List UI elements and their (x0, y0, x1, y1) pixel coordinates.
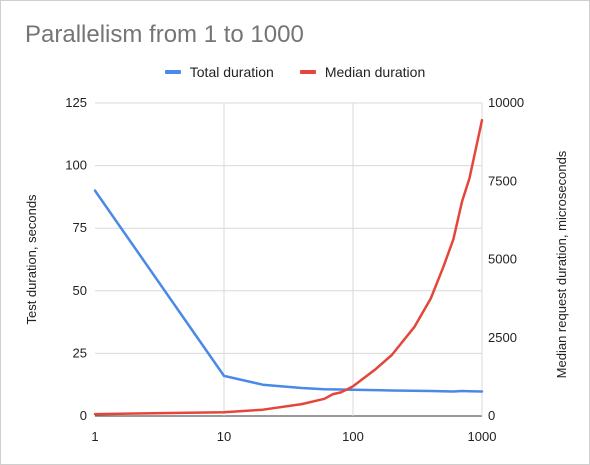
legend-swatch-total-duration (164, 70, 181, 74)
y-left-tick-label: 100 (65, 158, 87, 173)
legend-label-median-duration: Median duration (324, 64, 426, 80)
y-right-tick-label: 7500 (488, 173, 517, 188)
chart-title: Parallelism from 1 to 1000 (25, 21, 304, 48)
legend: Total duration Median duration (1, 64, 589, 80)
legend-item-total-duration: Total duration (164, 64, 274, 80)
y-right-axis-label: Median request duration, microseconds (554, 150, 569, 378)
x-tick-label: 1000 (468, 429, 497, 444)
legend-swatch-median-duration (299, 70, 316, 74)
x-tick-label: 10 (217, 429, 231, 444)
x-tick-label: 1 (91, 429, 98, 444)
y-left-tick-label: 25 (73, 345, 87, 360)
legend-label-total-duration: Total duration (189, 64, 274, 80)
y-left-tick-label: 75 (73, 220, 87, 235)
legend-item-median-duration: Median duration (299, 64, 426, 80)
series-line-total-duration (93, 189, 484, 393)
y-right-tick-label: 2500 (488, 330, 517, 345)
y-right-tick-label: 0 (488, 408, 495, 423)
y-left-axis-label: Test duration, seconds (24, 194, 39, 325)
series-line-median-duration (93, 118, 484, 416)
y-left-tick-label: 125 (65, 95, 87, 110)
y-left-tick-label: 0 (80, 408, 87, 423)
y-right-tick-label: 10000 (488, 95, 524, 110)
y-right-tick-label: 5000 (488, 252, 517, 267)
y-left-tick-label: 50 (73, 283, 87, 298)
x-tick-label: 100 (342, 429, 364, 444)
